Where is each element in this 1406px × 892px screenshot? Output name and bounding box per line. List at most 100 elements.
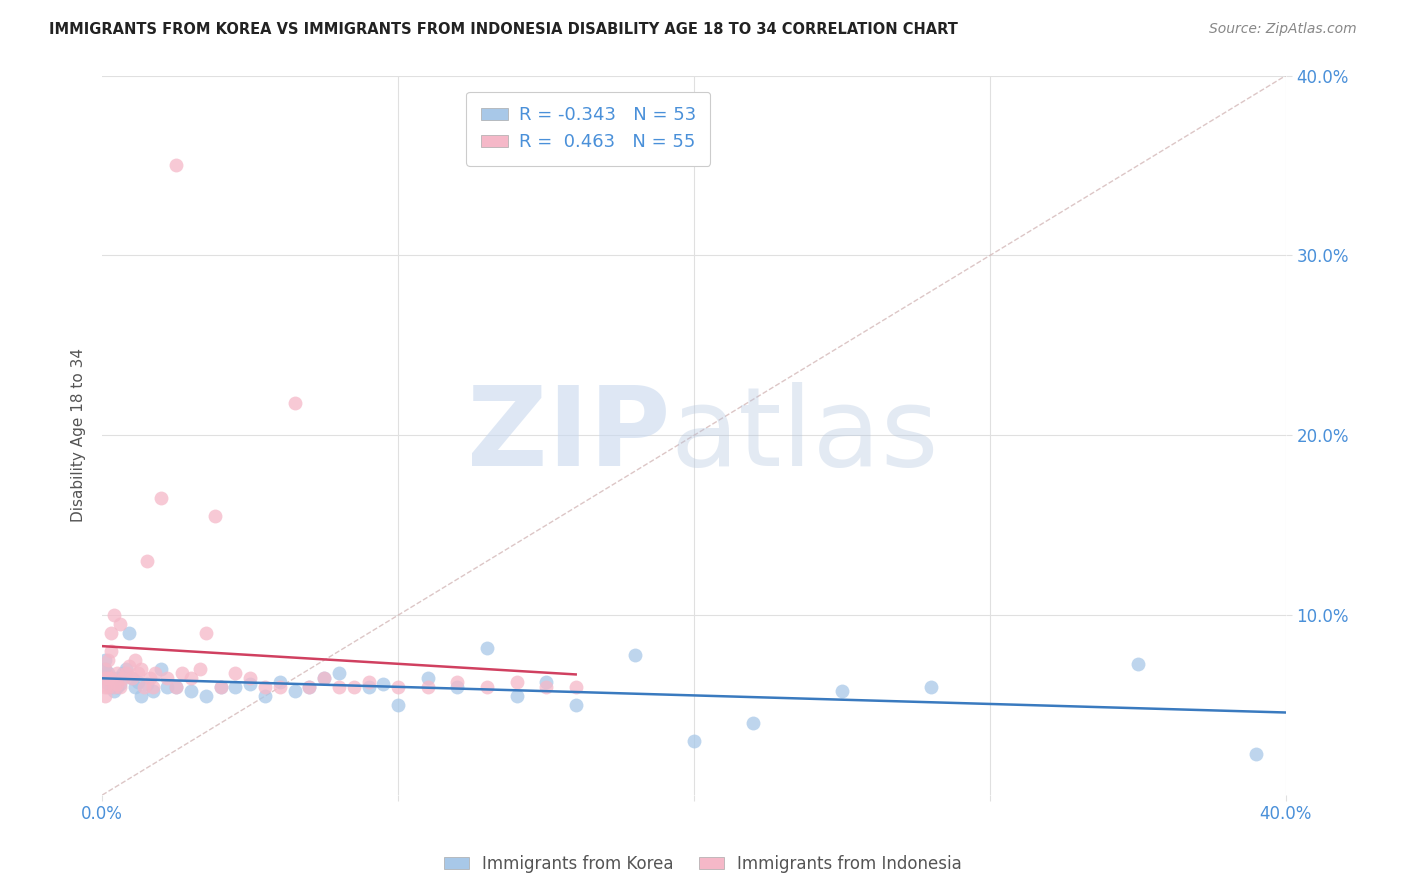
Text: IMMIGRANTS FROM KOREA VS IMMIGRANTS FROM INDONESIA DISABILITY AGE 18 TO 34 CORRE: IMMIGRANTS FROM KOREA VS IMMIGRANTS FROM… [49,22,957,37]
Point [103,608,125,623]
Point [475,640,498,655]
Point [100,671,122,685]
Point [284,683,307,698]
Point [121,671,143,685]
Point [135,554,157,568]
Point [188,662,211,676]
Point [253,680,276,694]
Point [124,680,146,694]
Point [505,674,527,689]
Point [1246,747,1268,761]
Point [284,396,307,410]
Point [150,662,173,676]
Point [97,665,120,680]
Point [115,665,138,680]
Point [94,671,117,685]
Point [298,680,321,694]
Point [328,665,350,680]
Point [373,676,395,690]
Point [239,676,262,690]
Point [564,680,586,694]
Y-axis label: Disability Age 18 to 34: Disability Age 18 to 34 [72,348,86,523]
Point [100,671,122,685]
Point [180,683,202,698]
Point [132,680,155,694]
Point [124,653,146,667]
Point [94,680,117,694]
Point [239,671,262,685]
Point [94,662,117,676]
Point [446,674,468,689]
Point [920,680,942,694]
Point [94,671,117,685]
Point [204,509,226,524]
Point [100,644,122,658]
Point [141,683,163,698]
Text: Source: ZipAtlas.com: Source: ZipAtlas.com [1209,22,1357,37]
Point [831,683,853,698]
Point [138,671,160,685]
Point [165,680,187,694]
Point [111,665,134,680]
Point [103,683,125,698]
Point [1126,657,1149,671]
Point [387,698,409,712]
Point [534,680,557,694]
Point [416,671,439,685]
Point [357,680,380,694]
Point [564,698,586,712]
Point [150,491,173,506]
Point [475,680,498,694]
Point [97,676,120,690]
Point [224,680,246,694]
Point [94,665,117,680]
Point [156,671,179,685]
Point [314,671,336,685]
Point [298,680,321,694]
Point [209,680,232,694]
Point [180,671,202,685]
Point [742,716,765,731]
Point [121,671,143,685]
Point [145,665,167,680]
Legend: R = -0.343   N = 53, R =  0.463   N = 55: R = -0.343 N = 53, R = 0.463 N = 55 [467,92,710,166]
Point [108,680,131,694]
Point [111,671,134,685]
Point [253,689,276,703]
Point [108,617,131,632]
Point [194,626,217,640]
Point [165,680,187,694]
Point [624,648,647,662]
Point [97,671,120,685]
Text: atlas: atlas [671,382,939,489]
Point [105,676,128,690]
Point [224,665,246,680]
Point [100,626,122,640]
Point [135,676,157,690]
Point [97,671,120,685]
Point [269,674,291,689]
Point [446,680,468,694]
Point [534,674,557,689]
Point [156,680,179,694]
Point [269,680,291,694]
Point [94,653,117,667]
Point [103,680,125,694]
Point [129,689,152,703]
Text: ZIP: ZIP [467,382,671,489]
Point [357,674,380,689]
Point [141,680,163,694]
Point [118,658,141,673]
Point [129,662,152,676]
Point [115,662,138,676]
Point [387,680,409,694]
Point [683,734,706,748]
Point [94,662,117,676]
Point [314,671,336,685]
Point [328,680,350,694]
Legend: Immigrants from Korea, Immigrants from Indonesia: Immigrants from Korea, Immigrants from I… [437,848,969,880]
Point [97,653,120,667]
Point [105,680,128,694]
Point [127,674,149,689]
Point [416,680,439,694]
